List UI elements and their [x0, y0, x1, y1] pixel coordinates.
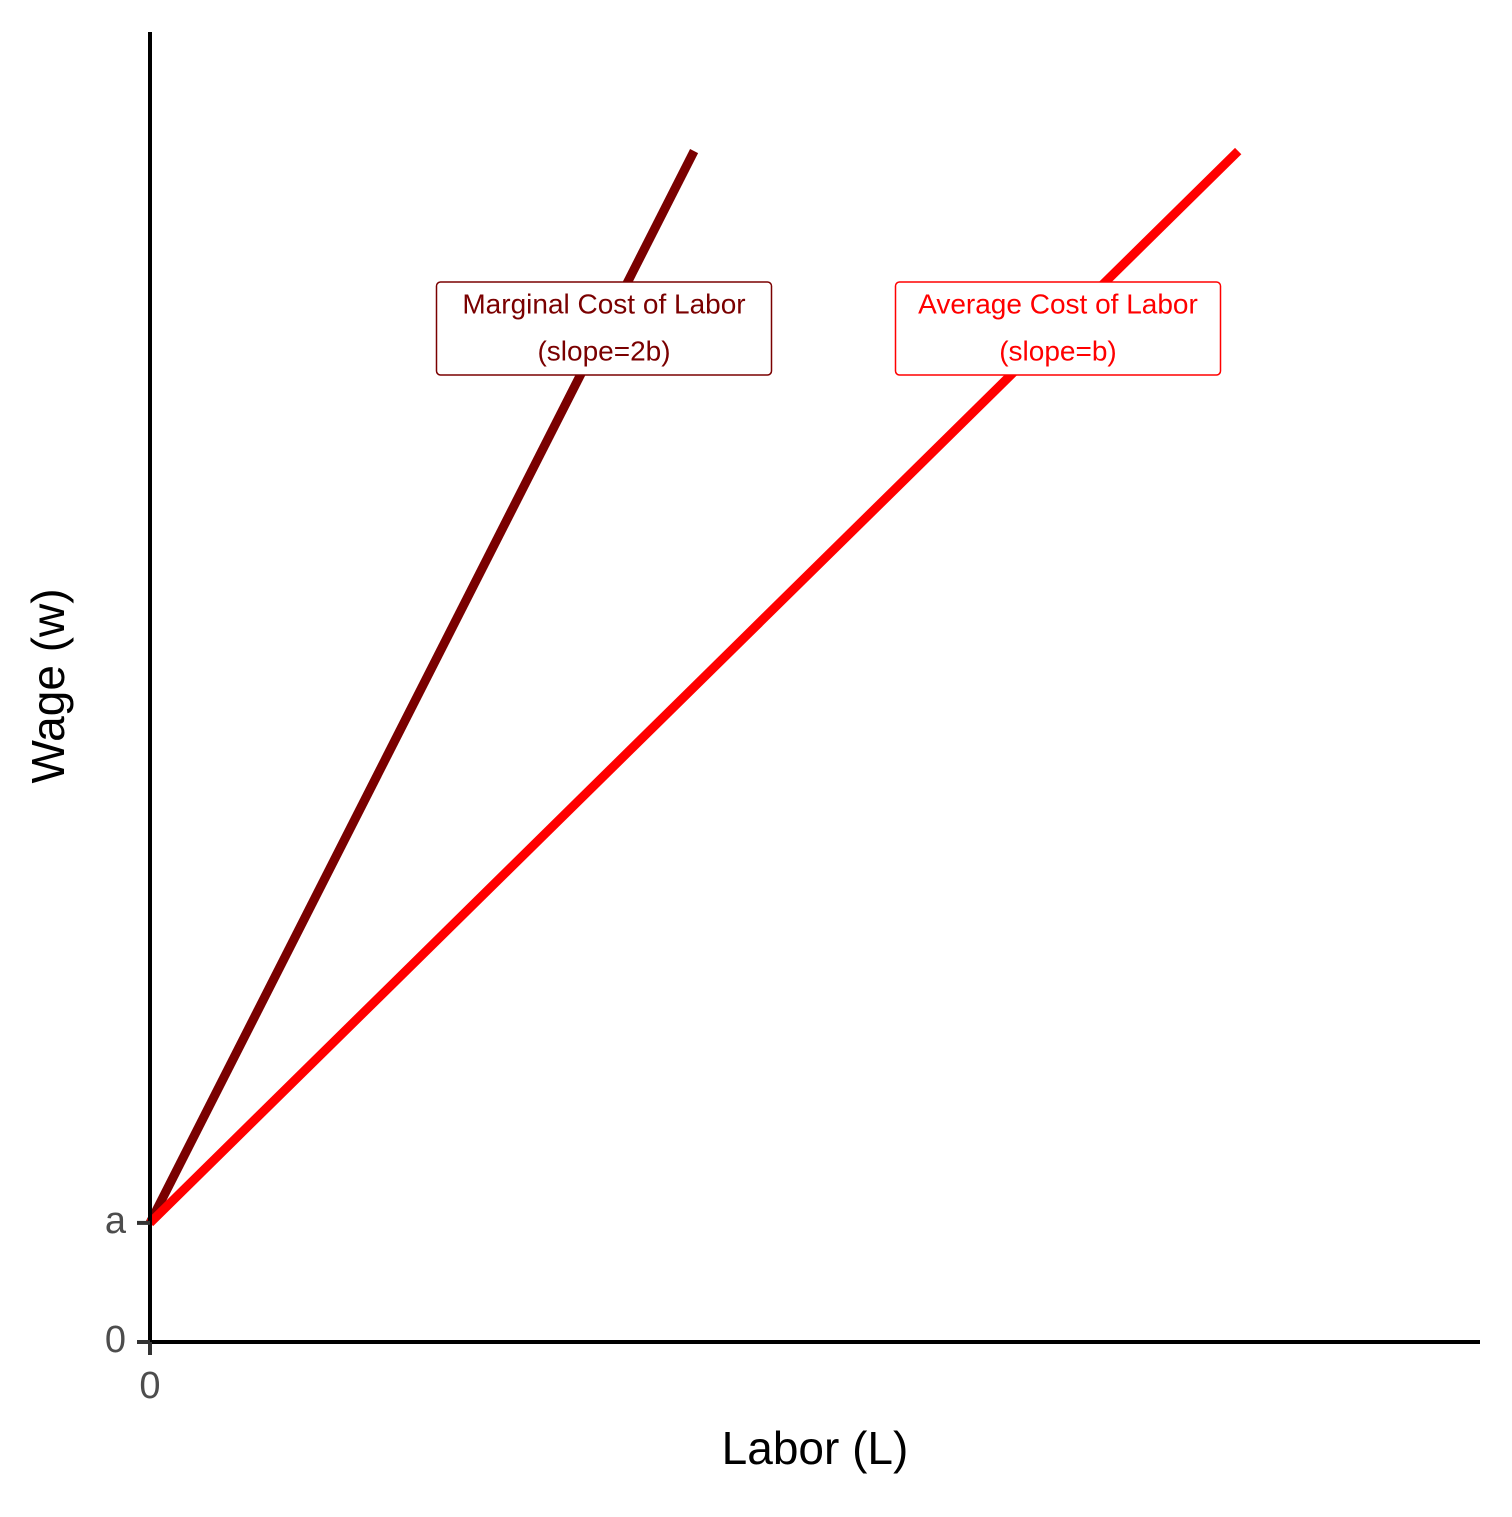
x-axis-title: Labor (L)	[722, 1422, 909, 1474]
label-box	[894, 281, 1222, 376]
y-tick-label: 0	[105, 1319, 126, 1361]
label-note: (slope=b)	[999, 335, 1117, 366]
series-label: Marginal Cost of Labor (slope=2b)	[435, 281, 773, 376]
label-note: (slope=2b)	[537, 335, 670, 366]
label-name: Average Cost of Labor	[918, 288, 1198, 319]
series-label: Average Cost of Labor (slope=b)	[894, 281, 1222, 376]
x-tick-label: 0	[139, 1365, 160, 1407]
y-axis-title: Wage (w)	[22, 588, 74, 783]
label-name: Marginal Cost of Labor	[462, 288, 745, 319]
label-box	[435, 281, 773, 376]
y-tick-label: a	[105, 1200, 127, 1242]
